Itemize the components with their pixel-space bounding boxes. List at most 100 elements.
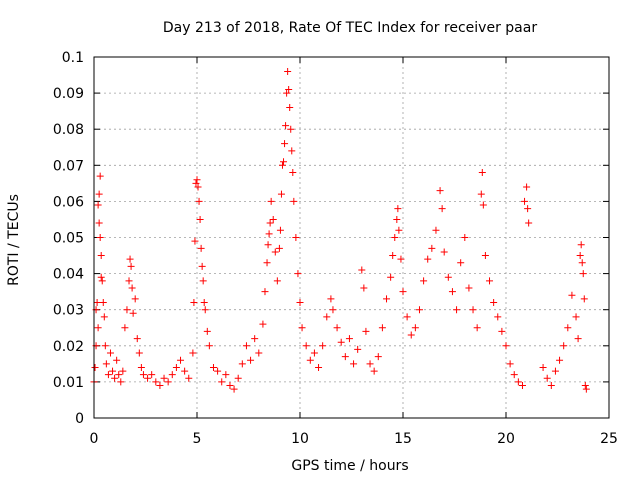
data-point xyxy=(94,324,102,332)
data-point xyxy=(234,374,242,382)
data-point xyxy=(137,363,145,371)
data-point xyxy=(345,335,353,343)
data-point xyxy=(387,273,395,281)
data-point xyxy=(205,342,213,350)
data-point xyxy=(172,363,180,371)
data-point xyxy=(284,67,292,75)
data-point xyxy=(394,205,402,213)
y-tick-label: 0.05 xyxy=(53,231,84,247)
data-point xyxy=(453,306,461,314)
data-point xyxy=(123,306,131,314)
data-point xyxy=(201,306,209,314)
data-point xyxy=(119,367,127,375)
x-tick-label: 10 xyxy=(291,431,309,447)
data-point xyxy=(273,277,281,285)
data-point xyxy=(319,342,327,350)
data-point xyxy=(189,349,197,357)
data-point xyxy=(209,363,217,371)
plot-frame xyxy=(93,56,610,419)
data-point xyxy=(121,324,129,332)
data-point xyxy=(486,277,494,285)
data-point xyxy=(438,205,446,213)
data-point xyxy=(323,313,331,321)
data-point xyxy=(247,356,255,364)
data-point xyxy=(115,371,123,379)
data-point xyxy=(574,335,582,343)
data-point xyxy=(94,201,102,209)
data-point xyxy=(403,313,411,321)
data-point xyxy=(424,255,432,263)
data-point xyxy=(577,241,585,249)
data-point xyxy=(576,252,584,260)
data-point xyxy=(465,284,473,292)
y-tick-label: 0.06 xyxy=(53,194,84,210)
data-point xyxy=(281,140,289,148)
data-point xyxy=(199,277,207,285)
data-point xyxy=(95,219,103,227)
data-point xyxy=(461,234,469,241)
data-point xyxy=(177,356,185,364)
data-point xyxy=(282,122,290,130)
data-point xyxy=(327,295,335,303)
data-point xyxy=(502,342,510,350)
data-point xyxy=(523,183,531,191)
data-point xyxy=(113,356,121,364)
data-point xyxy=(185,374,193,382)
data-point xyxy=(444,273,452,281)
data-point xyxy=(374,353,382,361)
data-point xyxy=(218,378,226,386)
data-point xyxy=(156,382,164,390)
data-point xyxy=(287,125,295,133)
data-point xyxy=(283,89,291,97)
y-tick-label: 0.1 xyxy=(62,50,84,66)
data-point xyxy=(399,288,407,296)
data-point xyxy=(510,371,518,379)
y-tick-label: 0 xyxy=(75,411,84,427)
data-point xyxy=(354,345,362,353)
data-point xyxy=(196,215,204,223)
data-point xyxy=(362,327,370,335)
data-point xyxy=(389,252,397,260)
data-point xyxy=(214,367,222,375)
data-point xyxy=(164,378,172,386)
data-point xyxy=(126,255,134,263)
data-point xyxy=(200,298,208,306)
y-tick-label: 0.04 xyxy=(53,267,84,283)
data-point xyxy=(102,360,110,368)
x-tick-label: 0 xyxy=(90,431,99,447)
data-point xyxy=(481,252,489,260)
data-point xyxy=(91,363,99,371)
data-point xyxy=(391,234,399,241)
data-point xyxy=(131,295,139,303)
data-point xyxy=(525,219,533,227)
data-point xyxy=(579,270,587,278)
data-point xyxy=(397,255,405,263)
y-tick-label: 0.03 xyxy=(53,303,84,319)
data-point xyxy=(277,190,285,198)
data-point xyxy=(448,288,456,296)
data-point xyxy=(98,277,106,285)
data-point xyxy=(97,252,105,260)
data-point xyxy=(203,327,211,335)
data-point xyxy=(135,349,143,357)
data-point xyxy=(264,241,272,249)
data-point xyxy=(117,378,125,386)
data-point xyxy=(432,226,440,234)
data-point xyxy=(539,363,547,371)
data-point xyxy=(306,356,314,364)
data-point xyxy=(436,187,444,195)
x-tick-label: 5 xyxy=(193,431,202,447)
data-point xyxy=(290,197,298,205)
data-point xyxy=(370,367,378,375)
data-point xyxy=(498,327,506,335)
data-point xyxy=(168,371,176,379)
data-point xyxy=(506,360,514,368)
data-point xyxy=(358,266,366,274)
data-point xyxy=(191,237,199,245)
data-point xyxy=(420,277,428,285)
data-point xyxy=(366,360,374,368)
data-point xyxy=(298,324,306,332)
data-point xyxy=(286,104,294,112)
data-point xyxy=(296,298,304,306)
data-point xyxy=(139,371,147,379)
